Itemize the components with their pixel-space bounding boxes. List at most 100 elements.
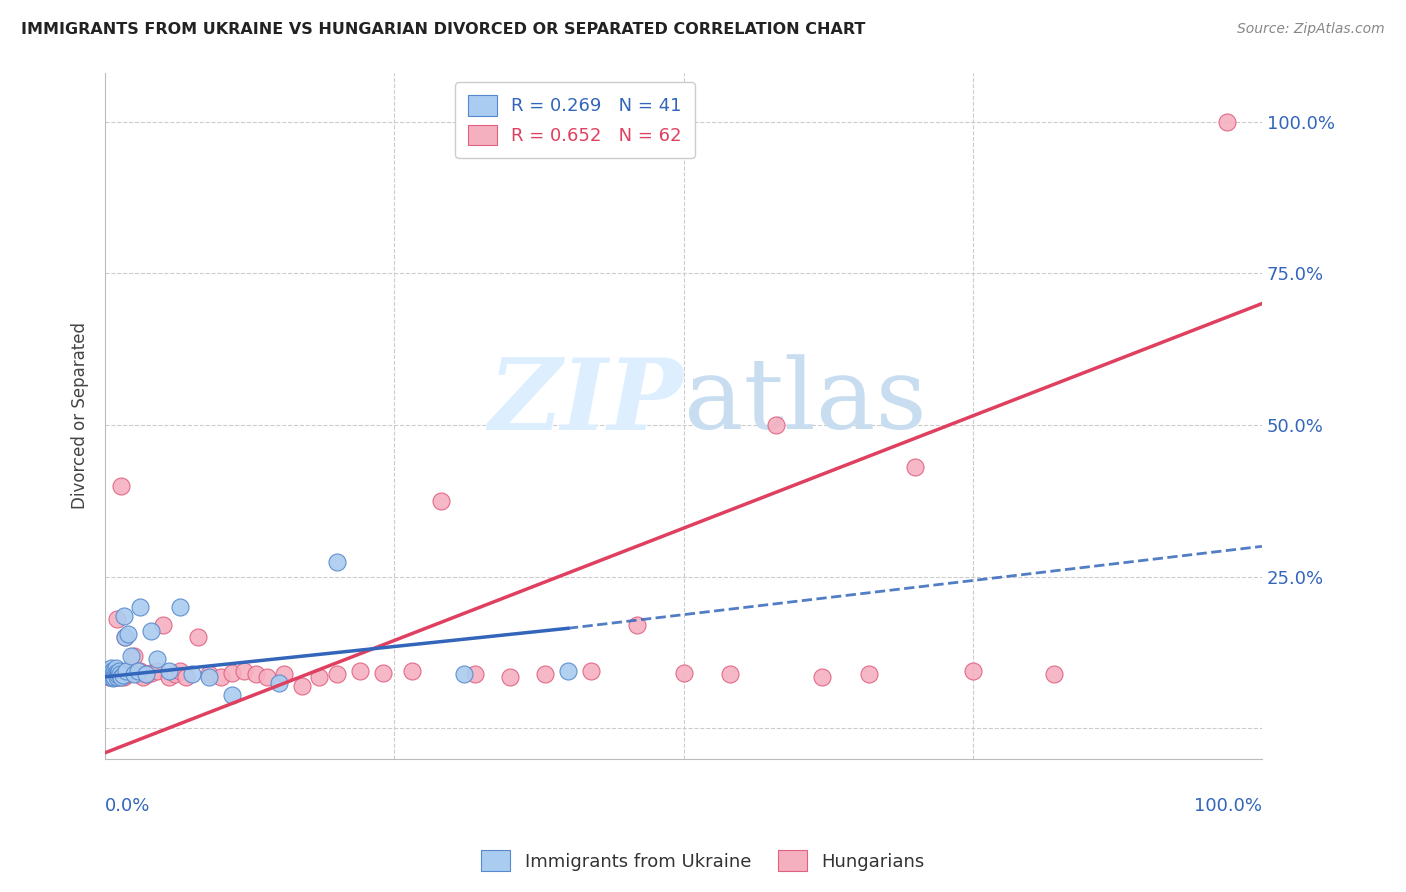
Point xyxy=(464,666,486,681)
Point xyxy=(453,666,475,681)
Point xyxy=(163,666,186,681)
Point xyxy=(115,664,138,678)
Point xyxy=(811,670,834,684)
Point xyxy=(245,666,267,681)
Point xyxy=(98,670,121,684)
Point xyxy=(117,627,139,641)
Point xyxy=(325,666,347,681)
Point xyxy=(962,664,984,678)
Point xyxy=(97,666,120,681)
Point xyxy=(104,664,127,678)
Point xyxy=(103,670,125,684)
Point xyxy=(152,618,174,632)
Point xyxy=(103,666,125,681)
Point xyxy=(101,664,124,678)
Legend: Immigrants from Ukraine, Hungarians: Immigrants from Ukraine, Hungarians xyxy=(474,843,932,879)
Point xyxy=(98,664,121,678)
Point xyxy=(112,670,135,684)
Text: atlas: atlas xyxy=(683,354,927,450)
Point xyxy=(557,664,579,678)
Point xyxy=(104,661,127,675)
Point xyxy=(111,666,134,681)
Point xyxy=(108,665,131,680)
Point xyxy=(273,666,295,681)
Point xyxy=(100,666,122,681)
Point xyxy=(110,478,132,492)
Legend: R = 0.269   N = 41, R = 0.652   N = 62: R = 0.269 N = 41, R = 0.652 N = 62 xyxy=(456,82,695,158)
Point xyxy=(904,460,927,475)
Point xyxy=(115,664,138,678)
Point xyxy=(1216,114,1239,128)
Point xyxy=(103,664,125,678)
Point xyxy=(108,664,131,678)
Point xyxy=(198,670,221,684)
Point xyxy=(96,664,118,678)
Point xyxy=(111,668,134,682)
Point xyxy=(221,688,243,702)
Point xyxy=(157,670,180,684)
Point xyxy=(429,493,451,508)
Point xyxy=(371,665,394,680)
Point xyxy=(112,609,135,624)
Point xyxy=(233,664,256,678)
Point xyxy=(129,664,152,678)
Point xyxy=(146,651,169,665)
Point xyxy=(107,668,129,682)
Point xyxy=(101,665,124,680)
Point xyxy=(108,665,131,680)
Point xyxy=(291,679,314,693)
Point xyxy=(672,665,695,680)
Point xyxy=(120,648,142,663)
Text: ZIP: ZIP xyxy=(488,354,683,450)
Point xyxy=(127,664,149,678)
Point xyxy=(127,666,149,681)
Point xyxy=(101,670,124,684)
Point xyxy=(107,666,129,681)
Point xyxy=(325,555,347,569)
Point xyxy=(169,600,191,615)
Point xyxy=(110,670,132,684)
Point xyxy=(103,668,125,682)
Text: 100.0%: 100.0% xyxy=(1194,797,1263,814)
Point xyxy=(499,670,522,684)
Point xyxy=(579,664,602,678)
Point xyxy=(103,666,125,681)
Point xyxy=(135,666,157,681)
Point xyxy=(110,666,132,681)
Point xyxy=(858,666,880,681)
Point xyxy=(129,600,152,615)
Point xyxy=(105,670,128,684)
Point xyxy=(105,666,128,681)
Point xyxy=(114,631,136,645)
Point xyxy=(718,666,741,681)
Point xyxy=(174,670,197,684)
Text: 0.0%: 0.0% xyxy=(105,797,150,814)
Point xyxy=(765,417,787,432)
Point xyxy=(157,664,180,678)
Point xyxy=(198,666,221,681)
Point xyxy=(96,666,118,681)
Point xyxy=(100,661,122,675)
Point xyxy=(169,664,191,678)
Point xyxy=(104,665,127,680)
Point xyxy=(114,631,136,645)
Point xyxy=(110,670,132,684)
Point xyxy=(117,666,139,681)
Point xyxy=(146,664,169,678)
Point xyxy=(122,666,145,681)
Point xyxy=(135,666,157,681)
Text: Source: ZipAtlas.com: Source: ZipAtlas.com xyxy=(1237,22,1385,37)
Point xyxy=(401,664,423,678)
Point xyxy=(626,618,648,632)
Point xyxy=(120,665,142,680)
Point xyxy=(105,612,128,626)
Point xyxy=(187,631,209,645)
Point xyxy=(97,670,120,684)
Y-axis label: Divorced or Separated: Divorced or Separated xyxy=(72,322,89,509)
Point xyxy=(122,648,145,663)
Point xyxy=(141,624,163,639)
Point xyxy=(256,670,278,684)
Point xyxy=(533,666,555,681)
Point xyxy=(105,670,128,684)
Point xyxy=(181,666,204,681)
